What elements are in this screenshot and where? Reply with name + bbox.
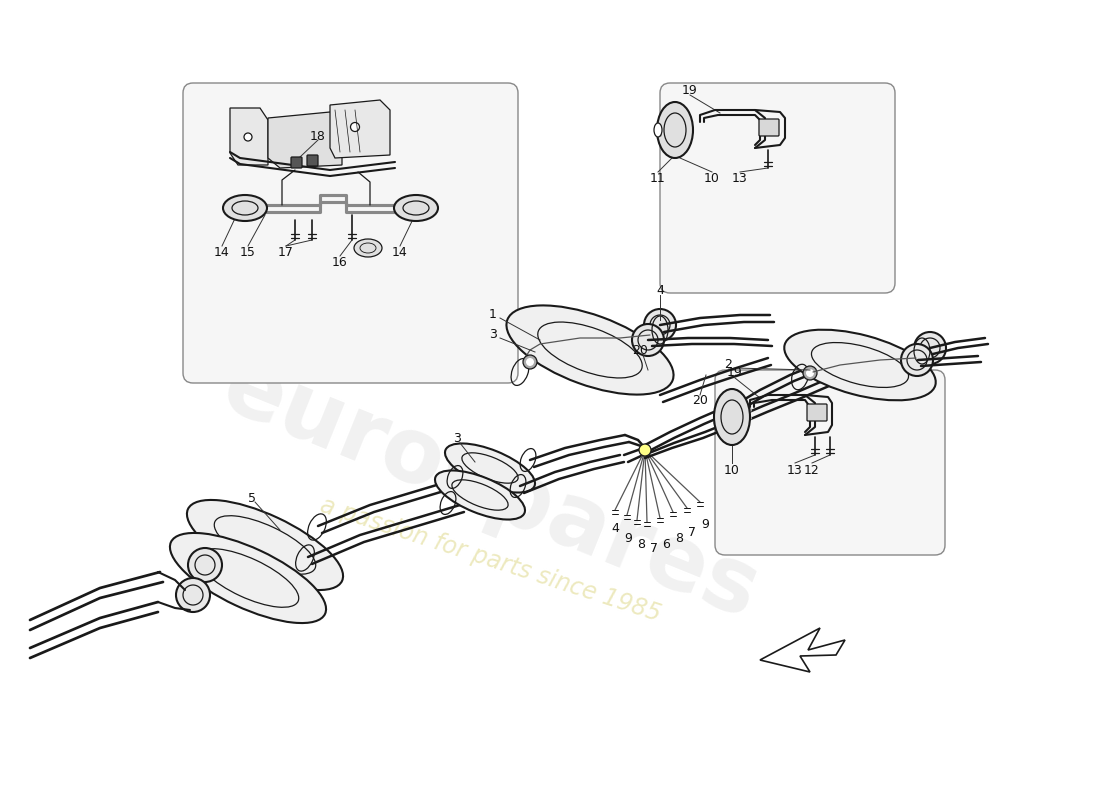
Polygon shape	[330, 100, 390, 158]
Text: 7: 7	[650, 542, 658, 554]
Polygon shape	[230, 108, 268, 165]
Text: 20: 20	[692, 394, 708, 406]
Text: 9: 9	[624, 531, 631, 545]
Text: 13: 13	[733, 171, 748, 185]
Ellipse shape	[506, 306, 673, 394]
Text: 6: 6	[662, 538, 670, 550]
FancyBboxPatch shape	[807, 404, 827, 421]
Text: 8: 8	[675, 531, 683, 545]
FancyBboxPatch shape	[292, 157, 302, 168]
Text: 19: 19	[727, 366, 742, 379]
FancyBboxPatch shape	[307, 155, 318, 166]
Text: 18: 18	[310, 130, 326, 142]
Ellipse shape	[806, 369, 814, 377]
FancyBboxPatch shape	[183, 83, 518, 383]
Ellipse shape	[632, 324, 664, 356]
Text: 10: 10	[704, 171, 719, 185]
Text: 12: 12	[804, 463, 820, 477]
Ellipse shape	[657, 102, 693, 158]
Ellipse shape	[714, 389, 750, 445]
Polygon shape	[268, 112, 342, 168]
Ellipse shape	[639, 444, 651, 456]
Text: 4: 4	[656, 283, 664, 297]
Ellipse shape	[654, 123, 662, 137]
Text: 7: 7	[688, 526, 696, 538]
Ellipse shape	[434, 470, 525, 519]
Ellipse shape	[914, 332, 946, 364]
Text: 19: 19	[682, 83, 697, 97]
Text: 2: 2	[724, 358, 732, 371]
Ellipse shape	[176, 578, 210, 612]
Text: eurospares: eurospares	[209, 342, 771, 638]
Ellipse shape	[188, 548, 222, 582]
FancyBboxPatch shape	[660, 83, 895, 293]
Text: 1: 1	[490, 307, 497, 321]
Text: 8: 8	[637, 538, 645, 551]
Ellipse shape	[526, 358, 534, 366]
Text: 14: 14	[392, 246, 408, 258]
Text: 11: 11	[650, 171, 666, 185]
Text: a passion for parts since 1985: a passion for parts since 1985	[317, 494, 663, 626]
Text: 5: 5	[248, 491, 256, 505]
Ellipse shape	[901, 344, 933, 376]
Text: 13: 13	[788, 463, 803, 477]
Ellipse shape	[169, 533, 326, 623]
Text: 14: 14	[214, 246, 230, 258]
Text: 4: 4	[612, 522, 619, 534]
Ellipse shape	[522, 355, 537, 369]
FancyBboxPatch shape	[759, 119, 779, 136]
Text: 20: 20	[632, 343, 648, 357]
Polygon shape	[760, 628, 845, 672]
Ellipse shape	[351, 122, 360, 131]
Text: 10: 10	[724, 463, 740, 477]
Ellipse shape	[803, 366, 817, 380]
Ellipse shape	[187, 500, 343, 590]
Text: 16: 16	[332, 255, 348, 269]
Ellipse shape	[644, 309, 676, 341]
FancyBboxPatch shape	[715, 370, 945, 555]
Ellipse shape	[354, 239, 382, 257]
Text: 9: 9	[701, 518, 708, 531]
Ellipse shape	[394, 195, 438, 221]
Ellipse shape	[446, 443, 535, 493]
Ellipse shape	[784, 330, 936, 400]
Text: 17: 17	[278, 246, 294, 258]
Text: 3: 3	[453, 431, 461, 445]
Text: 3: 3	[490, 327, 497, 341]
Ellipse shape	[223, 195, 267, 221]
Text: 15: 15	[240, 246, 256, 258]
Ellipse shape	[244, 133, 252, 141]
